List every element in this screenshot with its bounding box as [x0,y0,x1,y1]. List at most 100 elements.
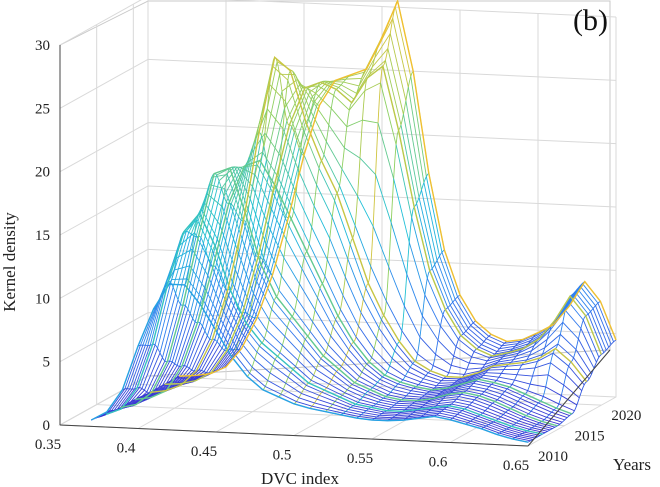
mesh-line-year [438,401,455,405]
series-curve [90,283,529,443]
mesh-line-year [498,376,515,381]
mesh-line-year [400,124,418,204]
mesh-line-year [318,363,335,376]
mesh-line-year [354,225,372,267]
mesh-line-year [490,422,507,430]
mesh-line-year [196,219,214,252]
mesh-line-year [405,100,422,191]
mesh-line-year [516,422,533,429]
mesh-line-year [483,426,500,434]
mesh-line-year [499,432,515,439]
x-axis-label: DVC index [261,469,339,487]
mesh-line-year [534,362,551,369]
mesh-line-year [557,343,574,359]
mesh-line-year [355,336,373,358]
mesh-line-year [426,278,444,315]
mesh-line-year [466,390,482,395]
mesh-line-year [517,336,534,345]
mesh-line-year [512,343,529,350]
mesh-line-year [344,147,361,159]
mesh-line-year [335,319,352,346]
mesh-line-year [451,364,467,370]
mesh-line-year [418,384,435,389]
mesh-line-year [532,374,549,377]
mesh-line-year [193,338,211,372]
mesh-line-year [454,415,471,422]
mesh-line-year [204,288,222,320]
mesh-line-year [507,409,524,418]
mesh-line-year [406,395,422,398]
mesh-line-year [487,407,504,415]
mesh-line-year [116,388,133,411]
mesh-line-year [404,407,421,411]
mesh-line-year [459,374,476,380]
mesh-line-year [207,196,225,260]
mesh-line-year [505,411,522,420]
series-curve [179,0,617,377]
mesh-line-year [330,108,348,127]
mesh-line-year [372,226,390,268]
mesh-line-year [294,310,311,332]
mesh-line-year [495,361,512,365]
mesh-line-year [407,87,425,183]
mesh-line-year [403,397,420,400]
mesh-line-year [559,291,576,317]
mesh-line-year [472,369,489,377]
y-tick-label: 2020 [611,408,641,424]
mesh-line-year [222,216,240,285]
mesh-line-year [219,224,236,271]
mesh-line-year [517,400,534,409]
mesh-line-year [108,388,126,412]
mesh-line-year [447,307,464,334]
axis-lines [59,45,611,447]
mesh-line-year [358,325,375,350]
mesh-line-year [218,166,235,182]
mesh-line-year [457,382,474,388]
mesh-line-year [377,381,394,390]
mesh-line-year [365,393,382,401]
mesh-line-year [550,362,567,375]
mesh-line-year [221,307,239,349]
mesh-line-year [467,374,484,381]
mesh-line-year [454,377,471,384]
mesh-line-year [363,412,380,416]
mesh-line-year [480,377,497,381]
mesh-line-year [392,388,409,394]
mesh-line-year [504,340,521,344]
mesh-line-year [431,268,449,308]
x-gridline [137,0,227,429]
mesh-line-year [403,305,421,338]
mesh-line-year [314,309,332,337]
mesh-line-year [467,422,484,428]
mesh-line-year [483,341,500,350]
mesh-line-year [504,429,520,436]
mesh-line-year [528,413,545,421]
mesh-line-year [579,285,596,306]
mesh-line-year [453,355,470,364]
mesh-line-year [545,386,562,396]
y-axis-line [527,349,611,447]
mesh-line-year [439,255,456,300]
mesh-line-year [391,358,409,373]
mesh-line-year [460,380,477,386]
mesh-line-year [320,358,337,372]
mesh-line-year [371,357,388,373]
mesh-line-year [331,217,349,260]
mesh-line-year [490,365,507,369]
mesh-line-year [468,388,485,393]
mesh-line-year [282,128,299,171]
mesh-line-year [451,379,468,386]
mesh-line-year [201,341,218,371]
mesh-line-year [340,84,357,94]
mesh-line-year [171,278,188,281]
mesh-line-year [553,409,570,416]
mesh-line-year [186,326,203,367]
mesh-line-year [452,302,469,329]
mesh-line-year [188,330,206,369]
x-tick-label: 0.4 [117,441,136,457]
mesh-line-year [172,232,190,288]
mesh-line-year [298,397,315,404]
x-tick-label: 0.65 [503,458,529,474]
mesh-line-year [261,61,278,137]
mesh-line-year [471,356,488,362]
